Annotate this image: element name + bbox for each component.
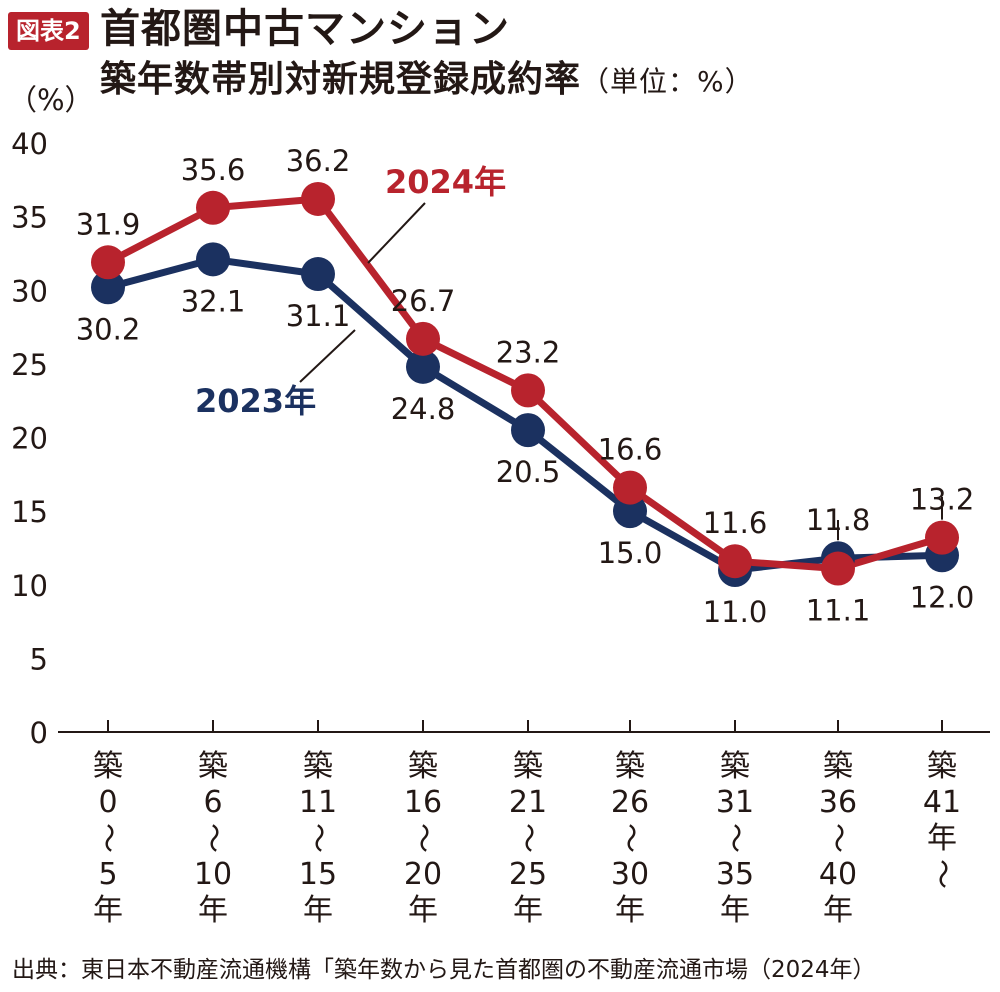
data-point-2023 xyxy=(91,270,125,305)
x-category-label: 40 xyxy=(819,857,857,892)
x-category-label: 10 xyxy=(194,857,232,892)
chart-title: 首都圏中古マンション xyxy=(100,6,510,52)
data-point-2023 xyxy=(613,494,647,529)
x-category-label: 30 xyxy=(611,857,649,892)
chart-subtitle: 築年数帯別対新規登録成約率（単位：%） xyxy=(100,56,754,106)
x-category-label: 〜 xyxy=(510,823,545,853)
y-tick-label: 35 xyxy=(11,201,48,235)
data-label: 23.2 xyxy=(496,335,561,369)
x-category-label: 年 xyxy=(198,893,228,928)
x-category-label: 年 xyxy=(303,893,333,928)
x-category-label: 築 xyxy=(303,749,333,784)
x-category-label: 15 xyxy=(299,857,337,892)
series-label-2023: 2023年 xyxy=(195,382,316,420)
data-point-2023 xyxy=(196,242,230,277)
data-label: 30.2 xyxy=(76,312,141,346)
x-category-label: 25 xyxy=(509,857,547,892)
series-label-2023-leader xyxy=(299,329,356,383)
y-tick-label: 20 xyxy=(11,422,48,456)
x-category-label: 〜 xyxy=(195,823,230,853)
data-point-2023 xyxy=(511,413,545,448)
x-category-label: 年 xyxy=(93,893,123,928)
data-point-2024 xyxy=(613,470,647,505)
x-category-label: 35 xyxy=(716,857,754,892)
data-label: 35.6 xyxy=(181,153,246,187)
data-label: 11.6 xyxy=(703,506,768,540)
x-category-label: 〜 xyxy=(924,859,959,889)
data-point-2024 xyxy=(196,190,230,225)
x-category-label: 築 xyxy=(408,749,438,784)
data-point-2024 xyxy=(406,321,440,356)
figure-badge: 図表2 xyxy=(8,12,89,50)
x-category-label: 20 xyxy=(404,857,442,892)
data-point-2023 xyxy=(301,257,335,292)
data-label: 15.0 xyxy=(598,536,663,570)
x-category-label: 築 xyxy=(93,749,123,784)
data-label: 11.1 xyxy=(806,594,871,628)
unit-note: （単位：%） xyxy=(581,65,754,98)
x-category-label: 26 xyxy=(611,785,649,820)
x-category-label: 築 xyxy=(513,749,543,784)
subtitle-text: 築年数帯別対新規登録成約率 xyxy=(100,59,582,100)
data-point-2024 xyxy=(301,181,335,216)
data-point-2024 xyxy=(718,544,752,579)
data-label: 20.5 xyxy=(496,455,561,489)
x-category-label: 〜 xyxy=(90,823,125,853)
y-tick-label: 30 xyxy=(11,274,48,308)
x-category-label: 0 xyxy=(98,785,117,820)
y-tick-label: 15 xyxy=(11,495,48,529)
x-category-label: 〜 xyxy=(405,823,440,853)
x-category-label: 年 xyxy=(823,893,853,928)
x-category-label: 築 xyxy=(823,749,853,784)
x-category-label: 6 xyxy=(203,785,222,820)
data-label: 32.1 xyxy=(181,284,246,318)
x-category-label: 年 xyxy=(720,893,750,928)
data-point-2024 xyxy=(511,373,545,408)
series-label-2024-leader xyxy=(367,202,426,264)
x-category-label: 築 xyxy=(927,749,957,784)
x-category-label: 年 xyxy=(615,893,645,928)
x-category-label: 年 xyxy=(513,893,543,928)
x-category-label: 年 xyxy=(927,821,957,856)
data-point-2024 xyxy=(91,245,125,280)
data-label: 24.8 xyxy=(391,392,456,426)
data-point-2024 xyxy=(925,520,959,555)
x-category-label: 〜 xyxy=(612,823,647,853)
data-point-2023 xyxy=(406,349,440,384)
data-label: 12.0 xyxy=(910,580,975,614)
x-category-label: 〜 xyxy=(820,823,855,853)
y-tick-label: 0 xyxy=(30,716,48,750)
x-category-label: 11 xyxy=(299,785,337,820)
source-note: 出典：東日本不動産流通機構「築年数から見た首都圏の不動産流通市場（2024年） xyxy=(12,957,876,983)
y-tick-label: 5 xyxy=(30,642,48,676)
x-category-label: 築 xyxy=(615,749,645,784)
data-label: 31.9 xyxy=(76,207,141,241)
data-label: 16.6 xyxy=(598,433,663,467)
x-category-label: 〜 xyxy=(717,823,752,853)
x-category-label: 36 xyxy=(819,785,857,820)
data-label: 11.0 xyxy=(703,595,768,629)
series-label-2024: 2024年 xyxy=(385,163,506,201)
y-tick-label: 25 xyxy=(11,348,48,382)
chart-header: 図表2 首都圏中古マンション 築年数帯別対新規登録成約率（単位：%） xyxy=(0,0,1000,110)
x-category-label: 31 xyxy=(716,785,754,820)
x-category-label: 築 xyxy=(720,749,750,784)
y-tick-label: 10 xyxy=(11,569,48,603)
x-category-label: 〜 xyxy=(300,823,335,853)
x-category-label: 41 xyxy=(923,785,961,820)
x-category-label: 年 xyxy=(408,893,438,928)
data-label: 26.7 xyxy=(391,284,456,318)
y-tick-label: 40 xyxy=(11,127,48,161)
x-category-label: 築 xyxy=(198,749,228,784)
data-point-2024 xyxy=(821,551,855,586)
x-category-label: 21 xyxy=(509,785,547,820)
y-axis-unit: （%） xyxy=(8,83,94,117)
data-label: 31.1 xyxy=(286,299,351,333)
x-category-label: 16 xyxy=(404,785,442,820)
data-label: 36.2 xyxy=(286,144,351,178)
x-category-label: 5 xyxy=(98,857,117,892)
